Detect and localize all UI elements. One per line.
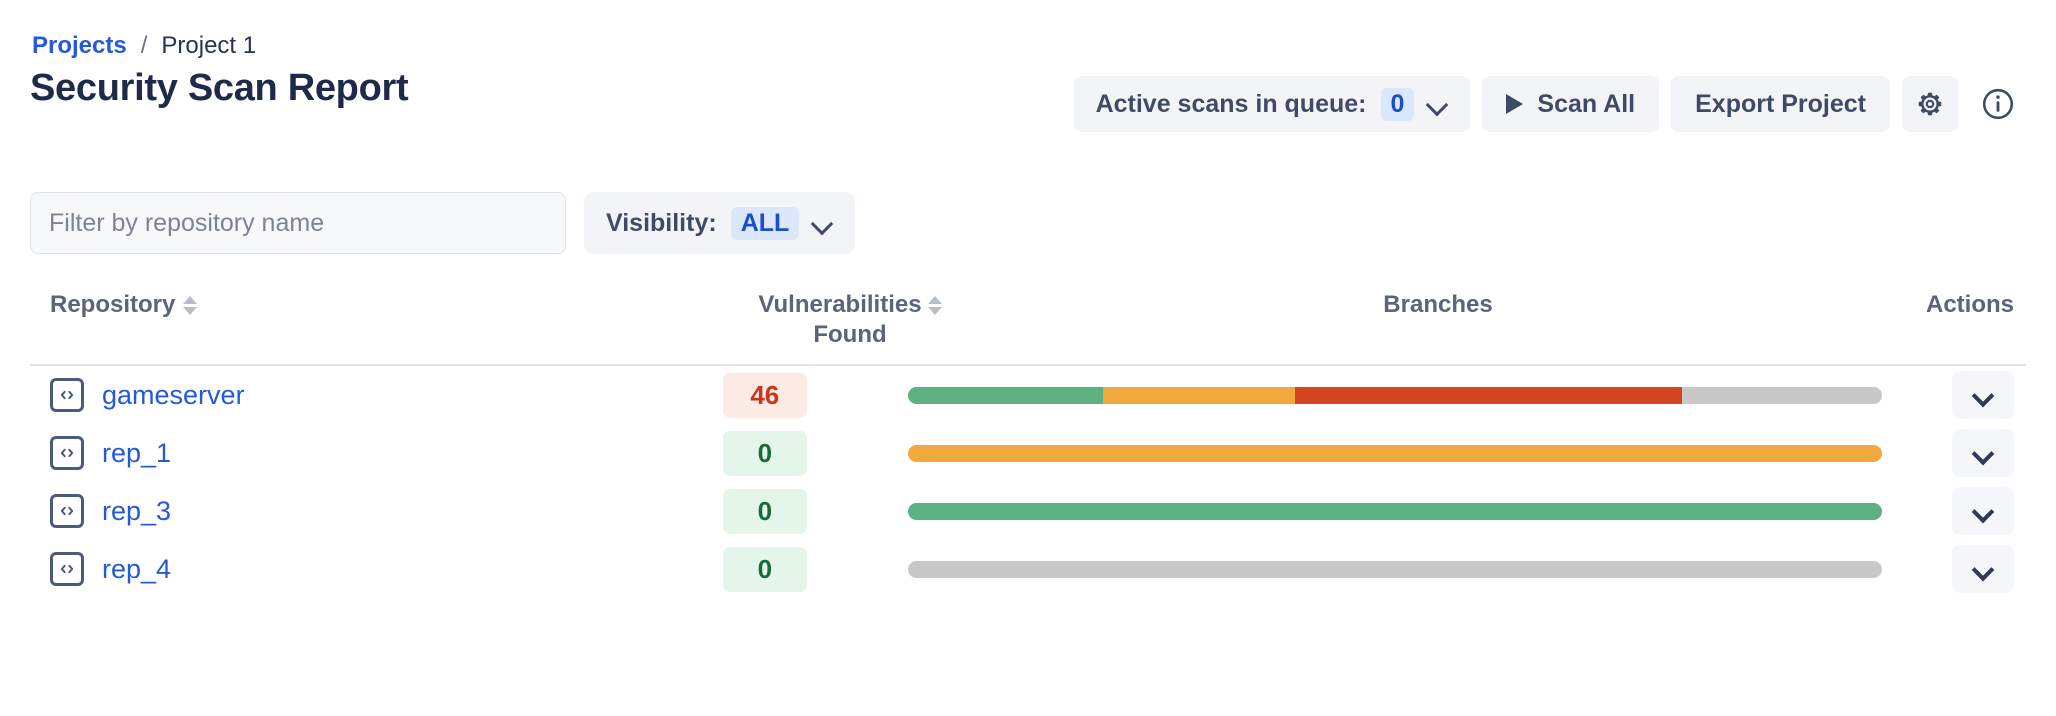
info-button[interactable] <box>1970 76 2026 132</box>
sort-ascending-icon <box>183 296 198 304</box>
branches-cell <box>907 502 1882 520</box>
active-scans-queue-chip[interactable]: Active scans in queue: 0 <box>1073 76 1471 132</box>
repository-cell: gameserver <box>30 378 622 412</box>
column-header-branches: Branches <box>1383 291 1493 318</box>
branch-segment <box>1295 386 1683 404</box>
vulnerabilities-cell: 0 <box>622 488 908 534</box>
branches-status-bar <box>907 560 1882 578</box>
settings-button[interactable] <box>1902 76 1958 132</box>
code-repo-icon <box>50 494 84 528</box>
repository-name-link[interactable]: rep_1 <box>102 437 172 468</box>
branch-segment <box>907 560 1882 578</box>
column-header-vulnerabilities-label-line2: Found <box>813 321 887 348</box>
branches-cell <box>907 444 1882 462</box>
actions-cell <box>1882 545 2026 593</box>
branch-segment <box>907 386 1103 404</box>
repository-cell: rep_4 <box>30 552 622 586</box>
repository-name-link[interactable]: gameserver <box>102 379 245 410</box>
table-row: rep_4 0 <box>30 540 2026 598</box>
play-icon <box>1506 94 1524 114</box>
page-title: Security Scan Report <box>30 67 409 109</box>
chevron-down-icon <box>1974 560 1992 578</box>
code-repo-icon <box>50 552 84 586</box>
sort-icon[interactable] <box>927 290 942 315</box>
repository-name-link[interactable]: rep_3 <box>102 495 172 526</box>
gear-icon <box>1918 92 1942 116</box>
breadcrumb-separator: / <box>140 32 148 59</box>
export-project-button[interactable]: Export Project <box>1671 76 1890 132</box>
branches-cell <box>907 560 1882 578</box>
toolbar: Active scans in queue: 0 Scan All Export… <box>1073 76 2026 132</box>
column-header-vulnerabilities[interactable]: Vulnerabilities Found <box>690 290 1010 350</box>
vulnerabilities-cell: 0 <box>622 430 908 476</box>
row-expand-button[interactable] <box>1952 429 2014 477</box>
table-row: rep_3 0 <box>30 482 2026 540</box>
visibility-label: Visibility: <box>606 208 717 237</box>
sort-ascending-icon <box>927 296 942 304</box>
branch-segment <box>907 502 1882 520</box>
branches-status-bar <box>907 444 1882 462</box>
export-project-label: Export Project <box>1695 89 1866 118</box>
vulnerability-count-badge: 0 <box>722 430 807 476</box>
breadcrumb: Projects / Project 1 <box>32 32 256 60</box>
visibility-filter-chip[interactable]: Visibility: ALL <box>584 192 856 254</box>
code-repo-icon <box>50 436 84 470</box>
active-scans-queue-value: 0 <box>1380 87 1415 121</box>
actions-cell <box>1882 487 2026 535</box>
table-row: gameserver 46 <box>30 366 2026 424</box>
column-header-actions: Actions <box>1925 291 2014 318</box>
column-header-vulnerabilities-label: Vulnerabilities <box>758 291 922 318</box>
vulnerability-count-badge: 46 <box>722 372 807 418</box>
repository-cell: rep_1 <box>30 436 622 470</box>
table-row: rep_1 0 <box>30 424 2026 482</box>
vulnerabilities-cell: 46 <box>622 372 908 418</box>
table-header-divider <box>30 364 2026 366</box>
table-header-row: Repository Vulnerabilities Found Branche… <box>30 290 2026 364</box>
branch-segment <box>1102 386 1296 404</box>
branch-segment <box>1682 386 1882 404</box>
row-expand-button[interactable] <box>1952 545 2014 593</box>
sort-icon[interactable] <box>183 290 198 315</box>
table-body: gameserver 46 rep_1 0 <box>30 366 2026 598</box>
scan-all-label: Scan All <box>1537 89 1636 118</box>
actions-cell <box>1882 371 2026 419</box>
chevron-down-icon <box>1974 444 1992 462</box>
row-expand-button[interactable] <box>1952 371 2014 419</box>
active-scans-queue-label: Active scans in queue: <box>1095 89 1367 118</box>
info-circle-icon <box>1982 88 2014 120</box>
repositories-table: Repository Vulnerabilities Found Branche… <box>30 290 2026 598</box>
repository-name-link[interactable]: rep_4 <box>102 553 172 584</box>
branch-segment <box>907 444 1882 462</box>
repository-filter-input[interactable] <box>30 192 566 254</box>
vulnerabilities-cell: 0 <box>622 546 908 592</box>
chevron-down-icon <box>1428 94 1448 114</box>
sort-descending-icon <box>927 307 942 315</box>
chevron-down-icon <box>1974 386 1992 404</box>
vulnerability-count-badge: 0 <box>722 488 807 534</box>
scan-all-button[interactable]: Scan All <box>1482 76 1660 132</box>
sort-descending-icon <box>183 307 198 315</box>
branches-cell <box>907 386 1882 404</box>
breadcrumb-link-projects[interactable]: Projects <box>32 32 127 59</box>
column-header-repository-label: Repository <box>50 291 176 318</box>
branches-status-bar <box>907 502 1882 520</box>
row-expand-button[interactable] <box>1952 487 2014 535</box>
chevron-down-icon <box>813 213 833 233</box>
chevron-down-icon <box>1974 502 1992 520</box>
breadcrumb-current-project: Project 1 <box>161 32 257 59</box>
vulnerability-count-badge: 0 <box>722 546 807 592</box>
column-header-repository[interactable]: Repository <box>30 290 690 320</box>
actions-cell <box>1882 429 2026 477</box>
repository-cell: rep_3 <box>30 494 622 528</box>
filter-row: Visibility: ALL <box>30 192 856 254</box>
visibility-value: ALL <box>730 206 800 240</box>
branches-status-bar <box>907 386 1882 404</box>
code-repo-icon <box>50 378 84 412</box>
